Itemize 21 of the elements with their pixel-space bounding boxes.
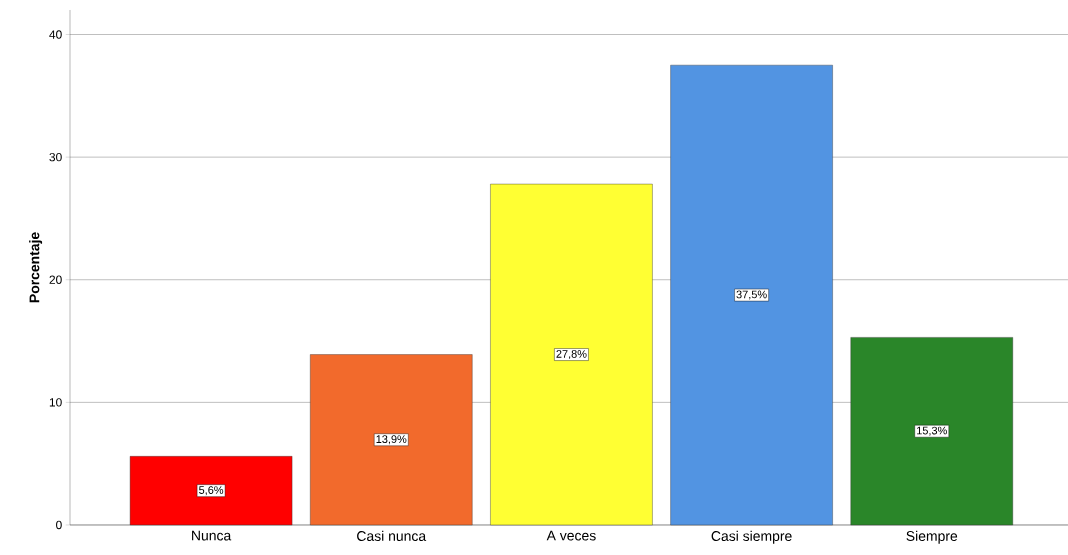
y-tick-label: 0 [56, 520, 62, 530]
bar [129, 456, 293, 526]
y-tick-label: 40 [49, 30, 62, 39]
y-axis-title: Porcentaje [29, 232, 43, 303]
bar [670, 64, 833, 526]
data-label: 13,9% [376, 435, 407, 445]
y-tick-label: 20 [49, 275, 62, 284]
x-tick-label: A veces [546, 530, 596, 541]
y-tick-label: 30 [49, 152, 62, 162]
bar [850, 337, 1013, 526]
data-label: 37,5% [736, 290, 767, 300]
data-label: 27,8% [556, 350, 587, 360]
x-tick-label: Casi siempre [711, 530, 792, 544]
x-tick-label: Siempre [906, 530, 958, 544]
data-label: 15,3% [917, 426, 947, 436]
bar [490, 183, 653, 526]
data-label: 5,6% [199, 486, 224, 496]
y-tick-label: 10 [49, 398, 62, 407]
x-tick-label: Nunca [192, 530, 232, 541]
bar [310, 354, 473, 526]
x-tick-label: Casi nunca [357, 530, 427, 542]
